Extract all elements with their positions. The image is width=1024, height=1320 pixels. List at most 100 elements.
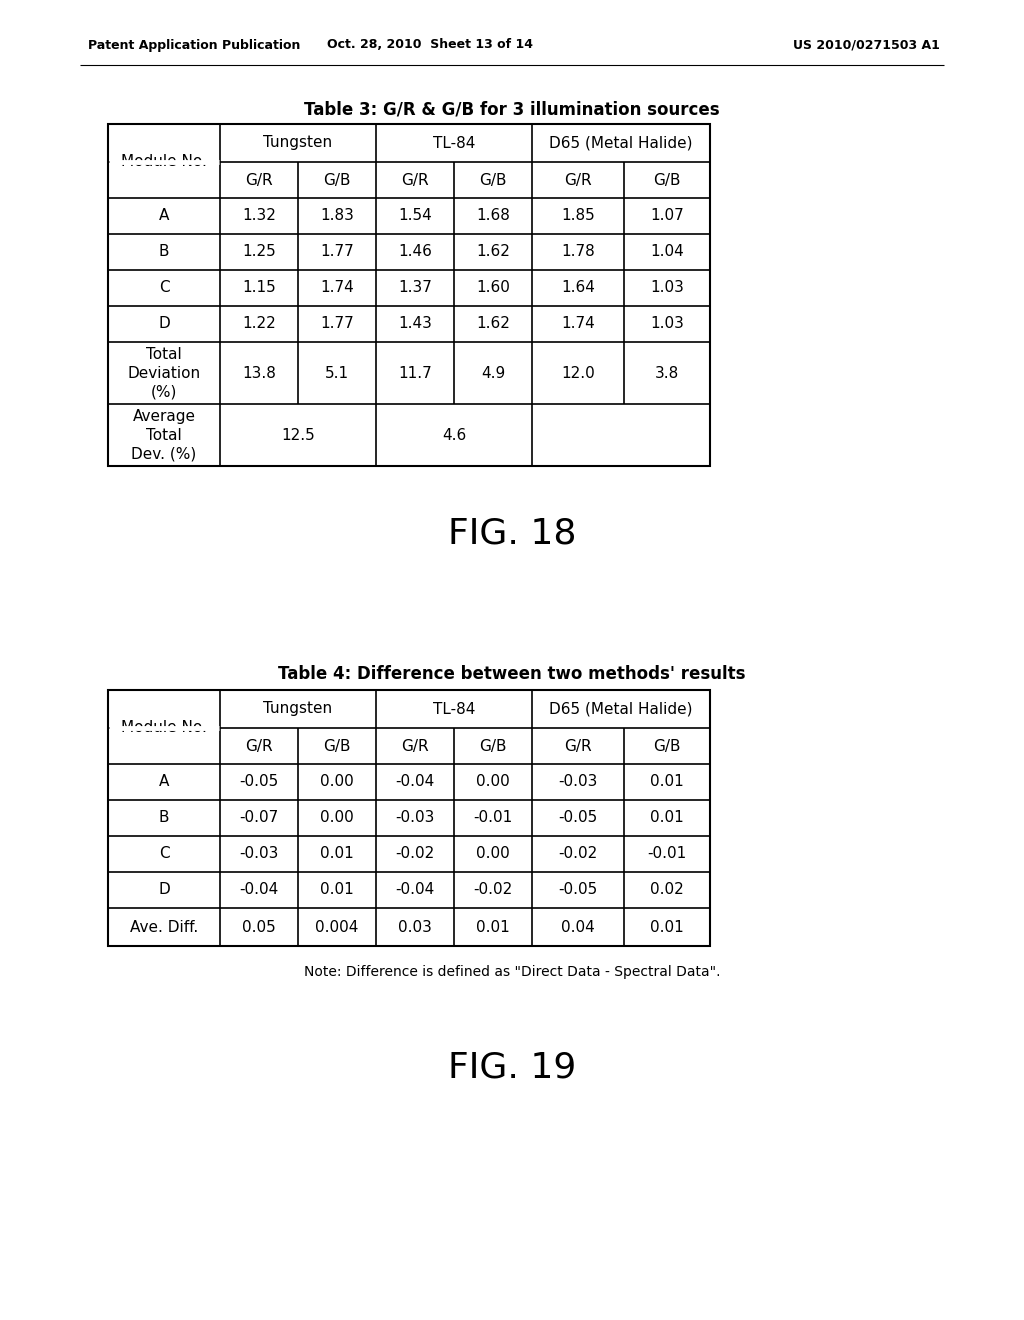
Text: 0.02: 0.02 — [650, 883, 684, 898]
Text: 1.54: 1.54 — [398, 209, 432, 223]
Text: D: D — [158, 883, 170, 898]
Text: 0.04: 0.04 — [561, 920, 595, 935]
Text: 1.46: 1.46 — [398, 244, 432, 260]
Text: 1.04: 1.04 — [650, 244, 684, 260]
Text: FIG. 19: FIG. 19 — [447, 1049, 577, 1084]
Text: G/R: G/R — [564, 738, 592, 754]
Text: Average
Total
Dev. (%): Average Total Dev. (%) — [131, 409, 197, 461]
Text: Ave. Diff.: Ave. Diff. — [130, 920, 198, 935]
Text: G/R: G/R — [245, 738, 272, 754]
Text: TL-84: TL-84 — [433, 136, 475, 150]
Text: 1.32: 1.32 — [242, 209, 275, 223]
Text: 1.03: 1.03 — [650, 317, 684, 331]
Text: 0.01: 0.01 — [476, 920, 510, 935]
Text: 1.74: 1.74 — [321, 281, 354, 296]
Text: 1.03: 1.03 — [650, 281, 684, 296]
Text: -0.07: -0.07 — [240, 810, 279, 825]
Text: B: B — [159, 810, 169, 825]
Text: Note: Difference is defined as "Direct Data - Spectral Data".: Note: Difference is defined as "Direct D… — [304, 965, 720, 979]
Text: 0.00: 0.00 — [476, 775, 510, 789]
Text: A: A — [159, 209, 169, 223]
Text: -0.02: -0.02 — [473, 883, 513, 898]
Text: Table 3: G/R & G/B for 3 illumination sources: Table 3: G/R & G/B for 3 illumination so… — [304, 102, 720, 119]
Text: Oct. 28, 2010  Sheet 13 of 14: Oct. 28, 2010 Sheet 13 of 14 — [327, 38, 534, 51]
Text: Module No.: Module No. — [121, 153, 207, 169]
Text: 0.01: 0.01 — [650, 810, 684, 825]
Text: -0.02: -0.02 — [395, 846, 434, 862]
Text: -0.01: -0.01 — [647, 846, 687, 862]
Text: 0.004: 0.004 — [315, 920, 358, 935]
Text: G/B: G/B — [479, 173, 507, 187]
Text: 0.01: 0.01 — [650, 920, 684, 935]
Text: G/B: G/B — [324, 173, 351, 187]
Text: 4.6: 4.6 — [442, 428, 466, 442]
Text: 1.37: 1.37 — [398, 281, 432, 296]
Bar — [108, 690, 710, 946]
Text: TL-84: TL-84 — [433, 701, 475, 717]
Text: 1.83: 1.83 — [321, 209, 354, 223]
Text: 0.00: 0.00 — [321, 775, 354, 789]
Text: 1.77: 1.77 — [321, 317, 354, 331]
Text: 1.43: 1.43 — [398, 317, 432, 331]
Text: C: C — [159, 281, 169, 296]
Text: G/B: G/B — [653, 173, 681, 187]
Text: 1.62: 1.62 — [476, 317, 510, 331]
Text: -0.05: -0.05 — [558, 810, 598, 825]
Text: G/B: G/B — [653, 738, 681, 754]
Text: -0.05: -0.05 — [558, 883, 598, 898]
Text: Patent Application Publication: Patent Application Publication — [88, 38, 300, 51]
Bar — [108, 124, 710, 466]
Text: 1.68: 1.68 — [476, 209, 510, 223]
Text: 1.74: 1.74 — [561, 317, 595, 331]
Text: 0.01: 0.01 — [650, 775, 684, 789]
Text: Tungsten: Tungsten — [263, 701, 333, 717]
Text: 4.9: 4.9 — [481, 366, 505, 380]
Text: Total
Deviation
(%): Total Deviation (%) — [127, 347, 201, 399]
Text: -0.04: -0.04 — [395, 775, 434, 789]
Text: 1.85: 1.85 — [561, 209, 595, 223]
Text: 0.00: 0.00 — [476, 846, 510, 862]
Text: 1.60: 1.60 — [476, 281, 510, 296]
Text: 0.00: 0.00 — [321, 810, 354, 825]
Text: 11.7: 11.7 — [398, 366, 432, 380]
Text: 0.01: 0.01 — [321, 883, 354, 898]
Text: -0.05: -0.05 — [240, 775, 279, 789]
Text: 5.1: 5.1 — [325, 366, 349, 380]
Text: 12.5: 12.5 — [282, 428, 314, 442]
Text: -0.03: -0.03 — [240, 846, 279, 862]
Text: G/R: G/R — [401, 173, 429, 187]
Text: D: D — [158, 317, 170, 331]
Text: G/R: G/R — [245, 173, 272, 187]
Text: A: A — [159, 775, 169, 789]
Text: -0.02: -0.02 — [558, 846, 598, 862]
Text: 0.05: 0.05 — [242, 920, 275, 935]
Text: 1.62: 1.62 — [476, 244, 510, 260]
Text: 1.64: 1.64 — [561, 281, 595, 296]
Text: 3.8: 3.8 — [655, 366, 679, 380]
Text: G/R: G/R — [401, 738, 429, 754]
Text: 1.25: 1.25 — [242, 244, 275, 260]
Text: -0.04: -0.04 — [240, 883, 279, 898]
Text: B: B — [159, 244, 169, 260]
Text: 13.8: 13.8 — [242, 366, 275, 380]
Text: Tungsten: Tungsten — [263, 136, 333, 150]
Text: 0.03: 0.03 — [398, 920, 432, 935]
Text: Table 4: Difference between two methods' results: Table 4: Difference between two methods'… — [279, 665, 745, 682]
Text: US 2010/0271503 A1: US 2010/0271503 A1 — [794, 38, 940, 51]
Text: -0.01: -0.01 — [473, 810, 513, 825]
Text: G/R: G/R — [564, 173, 592, 187]
Text: 12.0: 12.0 — [561, 366, 595, 380]
Text: -0.03: -0.03 — [395, 810, 434, 825]
Text: -0.03: -0.03 — [558, 775, 598, 789]
Text: C: C — [159, 846, 169, 862]
Text: D65 (Metal Halide): D65 (Metal Halide) — [549, 136, 693, 150]
Text: D65 (Metal Halide): D65 (Metal Halide) — [549, 701, 693, 717]
Text: 1.15: 1.15 — [242, 281, 275, 296]
Text: -0.04: -0.04 — [395, 883, 434, 898]
Text: G/B: G/B — [324, 738, 351, 754]
Text: 1.78: 1.78 — [561, 244, 595, 260]
Text: G/B: G/B — [479, 738, 507, 754]
Text: FIG. 18: FIG. 18 — [447, 517, 577, 550]
Text: 0.01: 0.01 — [321, 846, 354, 862]
Text: Module No.: Module No. — [121, 719, 207, 734]
